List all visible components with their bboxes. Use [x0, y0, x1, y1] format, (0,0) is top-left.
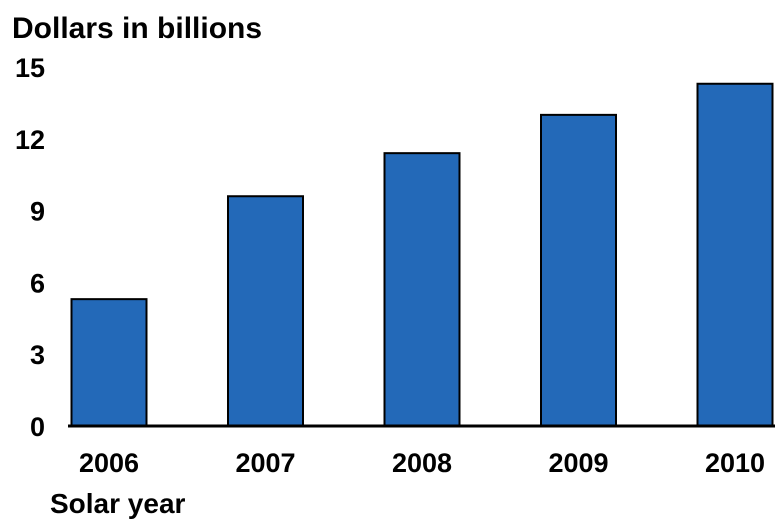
bar-2009: [541, 115, 616, 426]
bar-2006: [72, 299, 147, 426]
bar-2007: [228, 196, 303, 426]
x-tick-label: 2007: [235, 448, 295, 478]
y-tick-label: 6: [30, 268, 45, 298]
x-tick-label: 2010: [705, 448, 765, 478]
x-tick-label: 2006: [79, 448, 139, 478]
x-axis-title: Solar year: [50, 488, 186, 519]
x-tick-label: 2008: [392, 448, 452, 478]
y-tick-label: 15: [15, 53, 45, 83]
y-axis-title: Dollars in billions: [12, 12, 262, 45]
x-tick-labels: 2006 2007 2008 2009 2010: [79, 448, 765, 478]
y-tick-label: 9: [30, 197, 45, 227]
y-tick-label: 3: [30, 340, 45, 370]
y-tick-label: 12: [15, 125, 45, 155]
bar-2008: [385, 153, 460, 426]
bar-2010: [698, 84, 773, 426]
y-tick-labels: 0 3 6 9 12 15: [15, 53, 45, 442]
x-tick-label: 2009: [548, 448, 608, 478]
y-tick-label: 0: [30, 412, 45, 442]
bars: [72, 84, 773, 426]
